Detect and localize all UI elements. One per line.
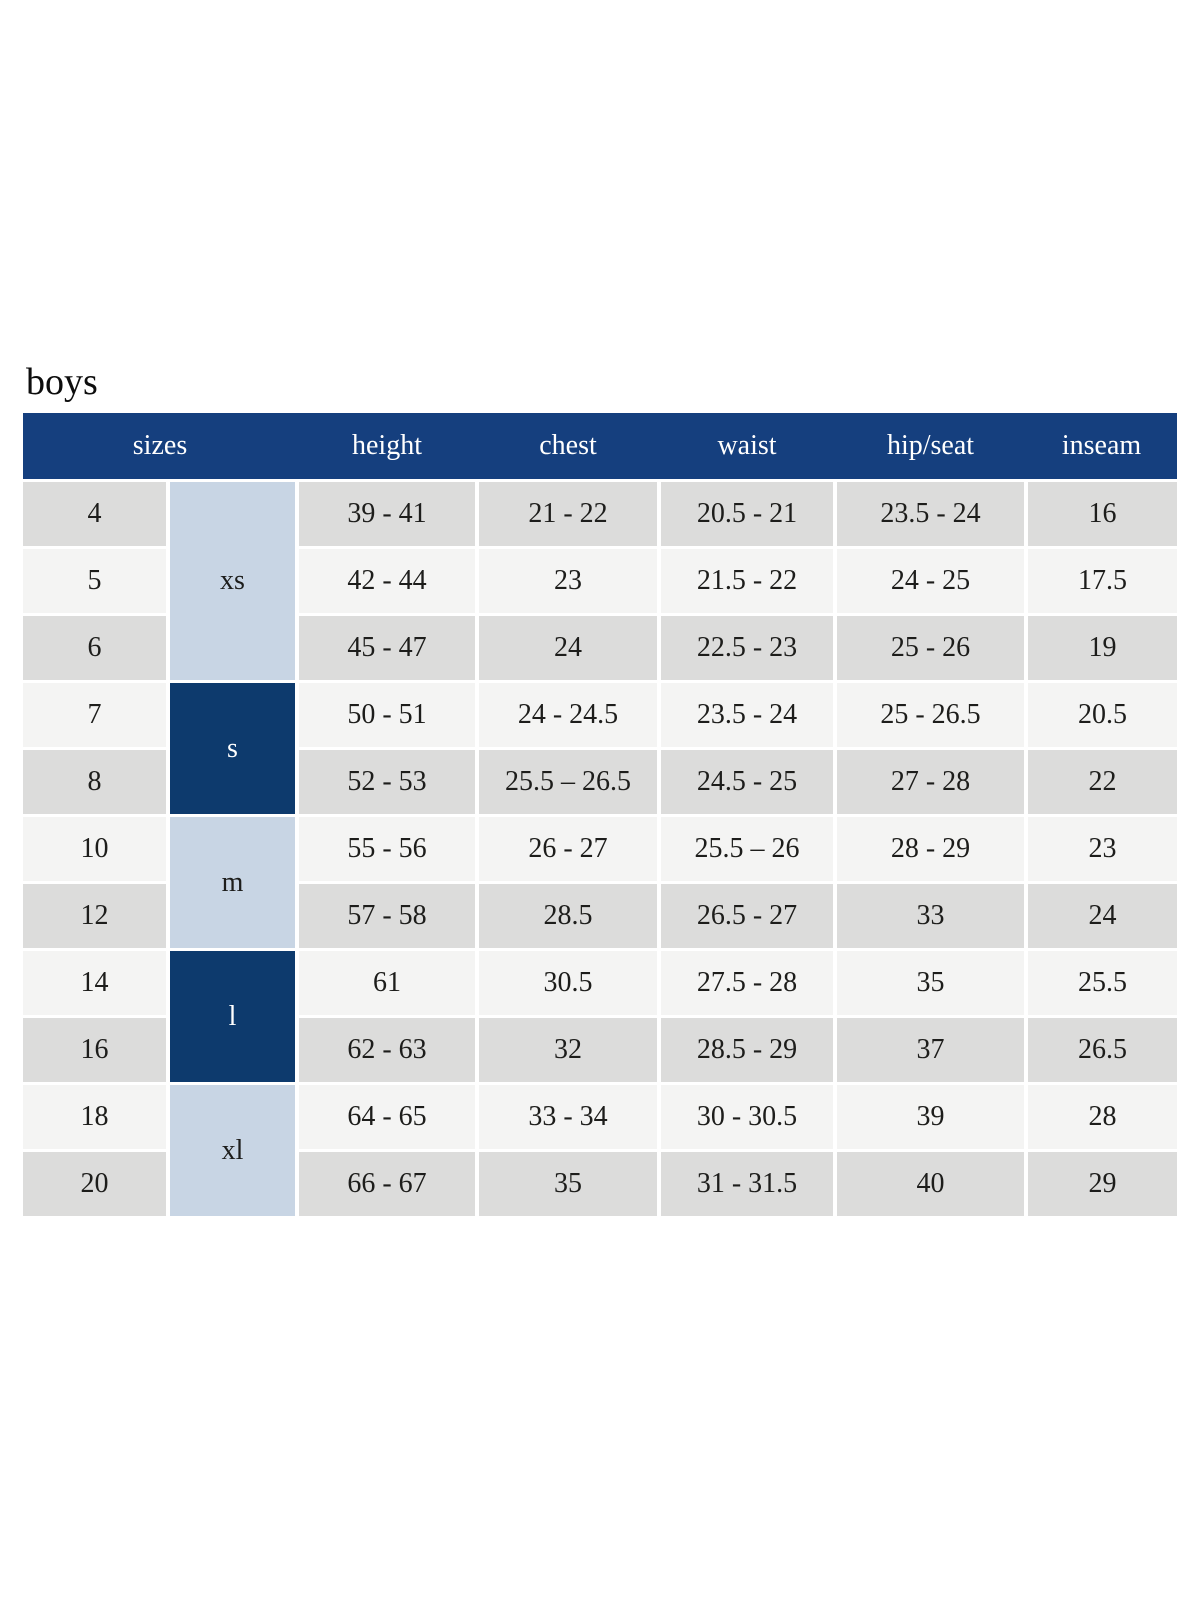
cell-inseam: 17.5	[1028, 549, 1177, 613]
cell-height: 45 - 47	[299, 616, 475, 680]
cell-size: 20	[23, 1152, 166, 1216]
cell-waist: 30 - 30.5	[661, 1085, 833, 1149]
cell-hip-seat: 33	[837, 884, 1024, 948]
cell-size: 14	[23, 951, 166, 1015]
cell-height: 52 - 53	[299, 750, 475, 814]
cell-size: 5	[23, 549, 166, 613]
cell-chest: 21 - 22	[479, 482, 657, 546]
size-chart-page: boys sizes height chest waist hip/seat i…	[23, 361, 1177, 1216]
cell-chest: 32	[479, 1018, 657, 1082]
cell-height: 42 - 44	[299, 549, 475, 613]
cell-waist: 22.5 - 23	[661, 616, 833, 680]
cell-hip-seat: 39	[837, 1085, 1024, 1149]
cell-chest: 33 - 34	[479, 1085, 657, 1149]
cell-waist: 23.5 - 24	[661, 683, 833, 747]
column-header-height: height	[352, 430, 422, 461]
cell-hip-seat: 25 - 26	[837, 616, 1024, 680]
cell-chest: 24 - 24.5	[479, 683, 657, 747]
cell-height: 61	[299, 951, 475, 1015]
cell-inseam: 25.5	[1028, 951, 1177, 1015]
cell-inseam: 19	[1028, 616, 1177, 680]
size-group-l: l	[170, 951, 295, 1082]
cell-inseam: 28	[1028, 1085, 1177, 1149]
cell-height: 50 - 51	[299, 683, 475, 747]
column-header-waist: waist	[717, 430, 777, 461]
column-header-sizes: sizes	[132, 430, 188, 461]
cell-inseam: 29	[1028, 1152, 1177, 1216]
cell-size: 6	[23, 616, 166, 680]
cell-chest: 23	[479, 549, 657, 613]
cell-waist: 25.5 – 26	[661, 817, 833, 881]
table-header-row: sizes height chest waist hip/seat inseam	[23, 413, 1177, 479]
cell-waist: 21.5 - 22	[661, 549, 833, 613]
cell-inseam: 24	[1028, 884, 1177, 948]
cell-hip-seat: 40	[837, 1152, 1024, 1216]
page-title: boys	[26, 361, 98, 403]
cell-chest: 30.5	[479, 951, 657, 1015]
cell-hip-seat: 27 - 28	[837, 750, 1024, 814]
cell-size: 12	[23, 884, 166, 948]
cell-waist: 26.5 - 27	[661, 884, 833, 948]
size-group-xl: xl	[170, 1085, 295, 1216]
cell-hip-seat: 28 - 29	[837, 817, 1024, 881]
column-header-chest: chest	[539, 430, 597, 461]
boys-size-table: sizes height chest waist hip/seat inseam…	[23, 413, 1177, 1216]
cell-size: 8	[23, 750, 166, 814]
column-header-hip-seat: hip/seat	[886, 430, 975, 461]
cell-chest: 24	[479, 616, 657, 680]
cell-chest: 28.5	[479, 884, 657, 948]
cell-inseam: 20.5	[1028, 683, 1177, 747]
cell-size: 10	[23, 817, 166, 881]
cell-height: 64 - 65	[299, 1085, 475, 1149]
cell-hip-seat: 23.5 - 24	[837, 482, 1024, 546]
cell-chest: 25.5 – 26.5	[479, 750, 657, 814]
cell-waist: 20.5 - 21	[661, 482, 833, 546]
cell-chest: 26 - 27	[479, 817, 657, 881]
cell-inseam: 23	[1028, 817, 1177, 881]
cell-hip-seat: 24 - 25	[837, 549, 1024, 613]
size-group-m: m	[170, 817, 295, 948]
cell-inseam: 26.5	[1028, 1018, 1177, 1082]
cell-size: 16	[23, 1018, 166, 1082]
cell-height: 66 - 67	[299, 1152, 475, 1216]
table-body: xs s m l xl 4 39 - 41 21 - 22 20.5 - 21 …	[23, 482, 1177, 1216]
cell-chest: 35	[479, 1152, 657, 1216]
cell-inseam: 16	[1028, 482, 1177, 546]
cell-hip-seat: 35	[837, 951, 1024, 1015]
cell-size: 4	[23, 482, 166, 546]
cell-waist: 28.5 - 29	[661, 1018, 833, 1082]
cell-waist: 24.5 - 25	[661, 750, 833, 814]
cell-hip-seat: 25 - 26.5	[837, 683, 1024, 747]
cell-height: 62 - 63	[299, 1018, 475, 1082]
cell-waist: 31 - 31.5	[661, 1152, 833, 1216]
cell-height: 57 - 58	[299, 884, 475, 948]
size-group-xs: xs	[170, 482, 295, 680]
cell-height: 55 - 56	[299, 817, 475, 881]
cell-hip-seat: 37	[837, 1018, 1024, 1082]
cell-waist: 27.5 - 28	[661, 951, 833, 1015]
cell-size: 18	[23, 1085, 166, 1149]
cell-size: 7	[23, 683, 166, 747]
column-header-inseam: inseam	[1061, 430, 1142, 461]
size-group-s: s	[170, 683, 295, 814]
cell-height: 39 - 41	[299, 482, 475, 546]
cell-inseam: 22	[1028, 750, 1177, 814]
